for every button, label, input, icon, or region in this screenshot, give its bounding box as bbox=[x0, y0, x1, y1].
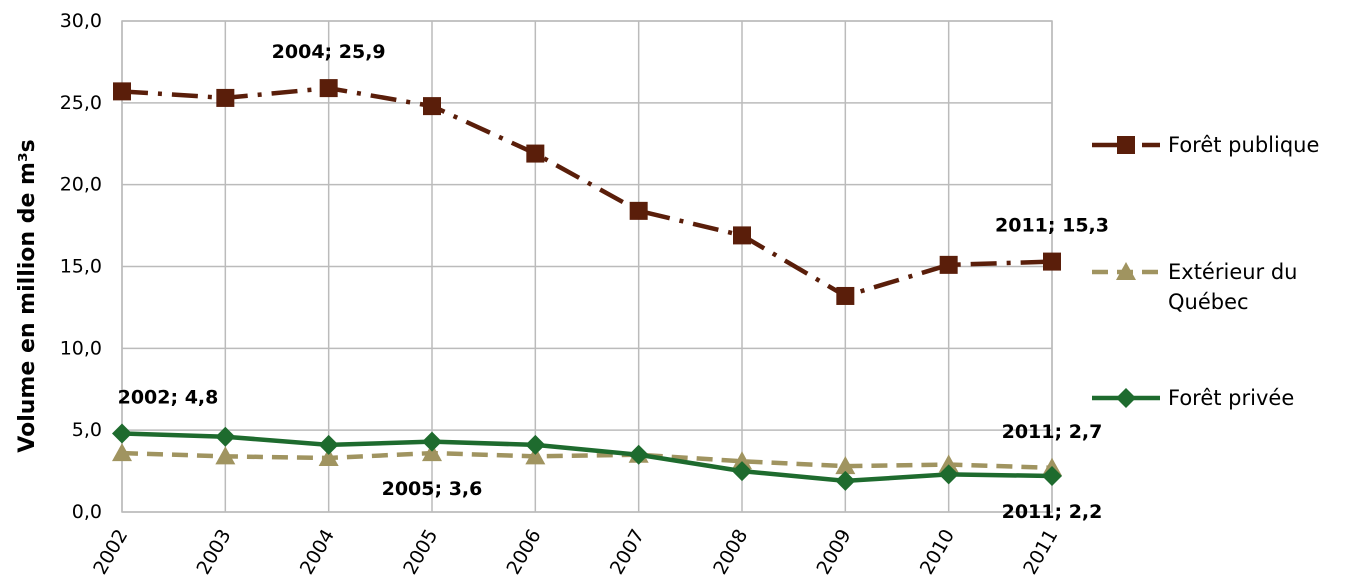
legend-label: Forêt privée bbox=[1168, 386, 1295, 410]
series-line bbox=[121, 450, 1053, 471]
marker bbox=[215, 446, 236, 465]
marker bbox=[112, 423, 132, 444]
marker bbox=[1116, 262, 1136, 280]
series-line bbox=[121, 431, 1053, 484]
data-label: 2011; 2,7 bbox=[1002, 421, 1103, 443]
marker bbox=[318, 434, 339, 455]
marker bbox=[835, 456, 856, 475]
marker bbox=[526, 144, 545, 163]
marker bbox=[732, 451, 752, 470]
marker bbox=[938, 464, 959, 485]
marker bbox=[112, 443, 132, 462]
marker bbox=[938, 454, 959, 473]
legend-label: Forêt publique bbox=[1168, 133, 1320, 157]
data-label: 2011; 15,3 bbox=[995, 215, 1109, 237]
x-tick-label: 2011 bbox=[1019, 526, 1062, 579]
x-tick-label: 2009 bbox=[812, 526, 855, 579]
x-tick-label: 2003 bbox=[192, 526, 235, 579]
marker bbox=[422, 431, 442, 452]
y-tick-label: 30,0 bbox=[60, 10, 102, 32]
marker bbox=[113, 82, 131, 101]
marker bbox=[1117, 136, 1135, 154]
y-tick-label: 0,0 bbox=[72, 501, 102, 523]
marker bbox=[318, 447, 339, 466]
marker bbox=[939, 255, 958, 274]
y-tick-label: 20,0 bbox=[60, 174, 102, 196]
data-label: 2004; 25,9 bbox=[272, 41, 386, 63]
marker bbox=[216, 88, 235, 107]
y-tick-label: 10,0 bbox=[60, 337, 102, 359]
marker bbox=[835, 470, 856, 491]
x-tick-label: 2010 bbox=[916, 526, 959, 579]
y-axis-label: Volume en million de m³s bbox=[15, 139, 40, 452]
y-tick-label: 5,0 bbox=[72, 419, 102, 441]
marker bbox=[732, 461, 752, 482]
marker bbox=[733, 226, 751, 245]
marker bbox=[525, 446, 546, 465]
marker bbox=[836, 286, 855, 305]
marker bbox=[629, 201, 648, 220]
x-tick-label: 2004 bbox=[296, 526, 339, 579]
marker bbox=[628, 444, 649, 465]
marker bbox=[1042, 465, 1062, 486]
y-tick-label: 15,0 bbox=[60, 256, 102, 278]
legend-label: Extérieur du Québec bbox=[1168, 260, 1298, 314]
marker bbox=[1116, 388, 1136, 408]
series-line bbox=[121, 85, 1053, 299]
data-label: 2011; 2,2 bbox=[1002, 501, 1103, 523]
data-label: 2005; 3,6 bbox=[382, 478, 483, 500]
x-tick-label: 2005 bbox=[399, 526, 442, 579]
x-tick-label: 2002 bbox=[89, 526, 132, 579]
marker bbox=[422, 443, 442, 462]
x-tick-label: 2007 bbox=[606, 526, 649, 579]
marker bbox=[1043, 252, 1061, 271]
marker bbox=[525, 434, 546, 455]
x-tick-label: 2006 bbox=[502, 526, 545, 579]
marker bbox=[423, 97, 441, 116]
y-tick-label: 25,0 bbox=[60, 92, 102, 114]
marker bbox=[215, 426, 236, 447]
marker bbox=[319, 79, 338, 98]
data-label: 2002; 4,8 bbox=[118, 386, 219, 408]
x-tick-label: 2008 bbox=[709, 526, 752, 579]
